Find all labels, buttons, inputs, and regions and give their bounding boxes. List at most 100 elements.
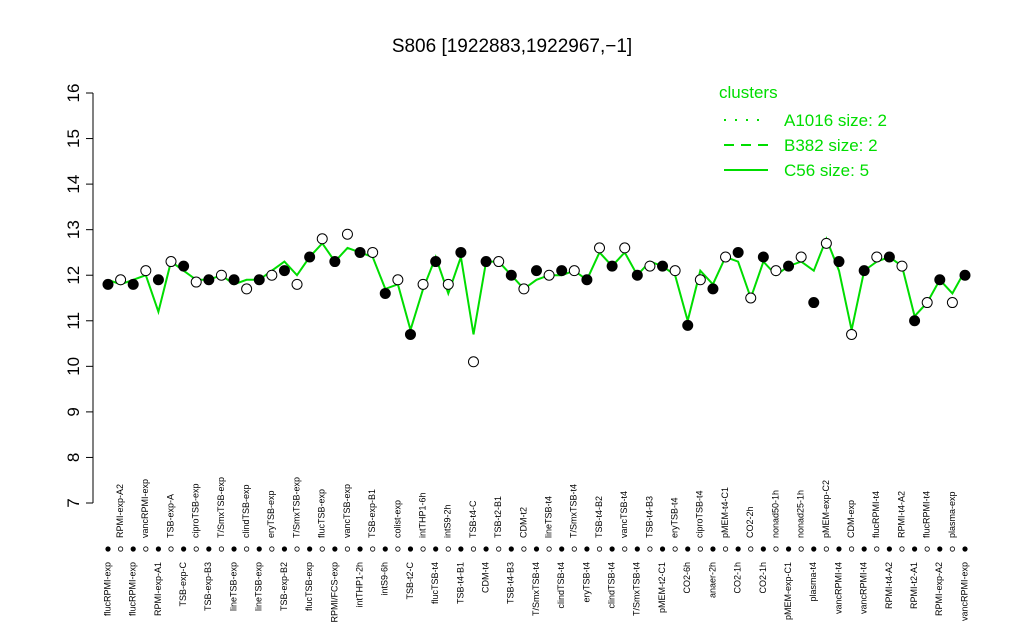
data-point [531, 265, 542, 277]
y-tick-label: 7 [64, 498, 83, 507]
y-tick-label: 8 [64, 453, 83, 462]
rug-dot [622, 546, 628, 552]
x-category-label: pMEM-t4-C1 [720, 487, 730, 538]
x-category-label: vancRPMI-exp [140, 479, 150, 538]
rug-dot [773, 546, 779, 552]
chart-title: S806 [1922883,1922967,−1] [392, 36, 632, 57]
legend-title: clusters [719, 83, 778, 102]
rug-dot [823, 546, 829, 552]
x-category-label: eryTSB-t4 [581, 562, 591, 603]
rug-dot [861, 546, 867, 552]
rug-dot [458, 546, 464, 552]
data-point [833, 256, 845, 268]
x-category-label: ciproTSB-exp [191, 483, 201, 538]
rug-dot [710, 546, 716, 552]
rug-dot [672, 546, 678, 552]
data-point [581, 274, 593, 286]
x-category-label: pMEM-exp-C1 [783, 562, 793, 620]
x-category-label: lineTSB-exp [228, 562, 238, 611]
data-point [354, 246, 366, 258]
y-tick-label: 13 [64, 220, 83, 239]
x-category-label: TSB-t4-B3 [644, 496, 654, 538]
rug-dot [659, 546, 666, 552]
data-point [228, 274, 240, 286]
data-point [278, 265, 290, 277]
data-point [266, 269, 278, 281]
x-category-label: lineTSB-exp [254, 562, 264, 611]
x-category-label: flucTSB-exp [317, 489, 327, 538]
data-point [858, 265, 870, 277]
rug-dot [281, 546, 288, 552]
data-point [291, 278, 303, 290]
x-category-label: TSB-exp-B2 [279, 562, 289, 611]
x-category-label: CDM-t2 [518, 507, 528, 538]
x-category-label: T/SmxTSB-t4 [569, 484, 579, 538]
rug-dot [395, 546, 401, 552]
rug-dot [433, 546, 439, 552]
rug-dot [521, 546, 527, 552]
rug-dot [344, 546, 351, 552]
data-point [329, 256, 341, 268]
data-point [165, 256, 177, 268]
data-point [946, 297, 958, 309]
cluster-line [107, 236, 966, 335]
rug-dot [785, 546, 792, 552]
x-category-label: vancRPMI-exp [959, 562, 969, 621]
rug-dot [748, 546, 754, 552]
rug-dot [168, 546, 174, 552]
data-point [304, 251, 316, 263]
data-point [896, 260, 908, 272]
rug-dot [584, 546, 590, 552]
x-category-label: RPMI/FCS-exp [329, 562, 339, 623]
rug-dot [722, 546, 729, 552]
data-point [152, 274, 164, 286]
rug-dot [407, 546, 414, 552]
rug-dot [836, 546, 842, 552]
rug-dot [470, 546, 477, 552]
y-tick-label: 14 [64, 175, 83, 194]
data-point [392, 274, 404, 286]
data-point [757, 251, 769, 263]
rug-dot [181, 546, 187, 552]
x-category-label: TSB-t4-C [468, 500, 478, 538]
data-point [430, 256, 442, 268]
x-category-label: colist-exp [392, 500, 402, 538]
data-point [669, 265, 681, 277]
x-category-label: T/SmxTSB-t4 [632, 562, 642, 616]
x-category-label: CO2-2h [745, 506, 755, 538]
x-category-label: vancRPMI-t4 [833, 562, 843, 614]
rug-dot [559, 546, 565, 552]
rug-dot [143, 546, 149, 552]
rug-dot [244, 546, 250, 552]
rug-dot [155, 546, 162, 552]
x-category-label: ciproTSB-t4 [695, 490, 705, 538]
data-point [115, 274, 127, 286]
x-category-label: CO2-6h [682, 562, 692, 594]
rug-dot [735, 546, 741, 552]
rug-dot [420, 546, 426, 552]
data-point [140, 265, 152, 277]
x-category-label: lineTSB-t4 [543, 496, 553, 538]
y-tick-label: 16 [64, 84, 83, 103]
data-point [379, 287, 391, 299]
rug-dot [533, 546, 540, 552]
data-point [694, 274, 706, 286]
rug-dot [496, 546, 502, 552]
x-category-label: TSB-exp-C [178, 562, 188, 607]
rug-dot [949, 546, 955, 552]
y-tick-label: 15 [64, 129, 83, 148]
rug-dot [218, 546, 225, 552]
data-point [732, 246, 744, 258]
data-point [190, 276, 202, 288]
rug-dot [118, 546, 124, 552]
y-tick-label: 9 [64, 407, 83, 416]
x-category-label: TSB-t2-B1 [493, 496, 503, 538]
rug-dot [307, 546, 313, 552]
data-point [341, 228, 353, 240]
x-category-label: intTHP1-6h [417, 492, 427, 538]
rug-dot [634, 546, 640, 552]
x-category-label: clindTSB-t4 [606, 562, 616, 609]
rug-dot [848, 546, 855, 552]
data-point [707, 283, 719, 295]
